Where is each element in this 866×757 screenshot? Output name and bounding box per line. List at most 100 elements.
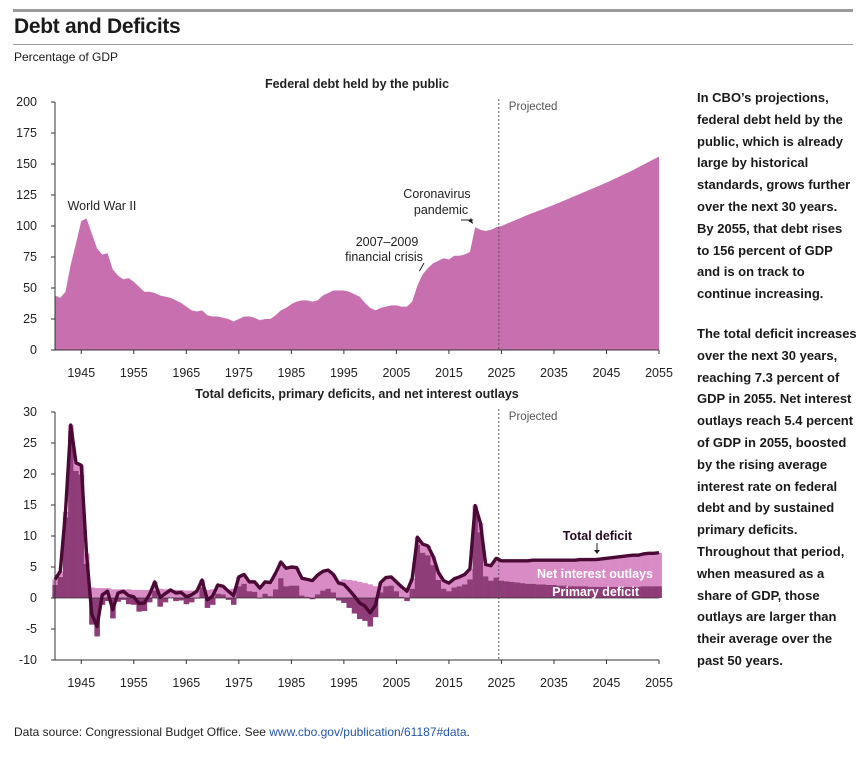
- net-interest-bar: [504, 560, 510, 582]
- net-interest-bar: [640, 553, 647, 587]
- deficit-x-tick-label: 1945: [67, 676, 95, 690]
- net-interest-bar: [304, 579, 311, 597]
- debt-x-tick-label: 1975: [225, 366, 253, 380]
- primary-deficit-bar: [293, 585, 300, 598]
- primary-deficit-bar: [582, 586, 589, 598]
- deficit-x-tick-label: 1965: [172, 676, 200, 690]
- net-interest-bar: [546, 560, 552, 585]
- net-interest-bar: [645, 553, 652, 587]
- deficit-x-tick-label: 2015: [435, 676, 463, 690]
- primary-deficit-bar: [304, 596, 311, 598]
- net-interest-bar: [467, 568, 473, 580]
- primary-deficit-bar: [209, 598, 216, 605]
- primary-deficit-bar: [409, 588, 416, 598]
- debt-y-tick-label: 75: [23, 250, 37, 264]
- net-interest-bar: [357, 581, 363, 598]
- primary-deficit-bar: [498, 580, 505, 598]
- debt-y-tick-label: 150: [16, 157, 37, 171]
- debt-x-tick-label: 1945: [67, 366, 95, 380]
- deficit-x-tick-label: 1985: [277, 676, 305, 690]
- net-interest-bar: [383, 577, 389, 587]
- primary-deficit-bar: [178, 598, 184, 601]
- debt-y-tick-label: 0: [30, 343, 37, 357]
- net-interest-bar: [194, 590, 200, 598]
- primary-deficit-bar: [120, 598, 127, 600]
- primary-deficit-bar: [530, 583, 536, 598]
- annotation-financial-crisis-line1: 2007–2009: [356, 235, 419, 249]
- primary-deficit-bar: [630, 586, 636, 598]
- primary-deficit-bar: [514, 582, 521, 598]
- net-interest-bar: [272, 573, 279, 590]
- debt-x-tick-label: 1955: [120, 366, 148, 380]
- net-interest-bar: [561, 560, 568, 586]
- net-interest-bar: [89, 587, 95, 598]
- primary-deficit-bar: [230, 598, 237, 605]
- net-interest-bar: [603, 558, 610, 587]
- net-interest-bar: [588, 559, 594, 587]
- total-deficit-line: [53, 423, 660, 629]
- net-interest-bar: [493, 558, 500, 578]
- net-interest-bar: [519, 560, 526, 584]
- figure-subtitle: Percentage of GDP: [14, 50, 119, 64]
- primary-deficit-bar: [609, 586, 615, 598]
- primary-deficit-bar: [262, 593, 269, 598]
- net-interest-bar: [498, 560, 505, 581]
- primary-deficit-bar: [414, 544, 421, 598]
- primary-deficit-bar: [162, 598, 169, 603]
- net-interest-bar: [577, 559, 584, 587]
- net-interest-bar: [551, 560, 557, 585]
- footer-link[interactable]: www.cbo.gov/publication/61187#data: [269, 725, 467, 739]
- net-interest-bar: [609, 557, 615, 587]
- primary-deficit-bar: [399, 596, 405, 598]
- net-interest-bar: [246, 581, 253, 592]
- primary-deficit-bar: [572, 586, 578, 598]
- deficit-y-tick-label: 20: [23, 467, 37, 481]
- primary-deficit-bar: [288, 585, 295, 598]
- deficit-y-tick-label: -10: [19, 653, 37, 667]
- net-interest-bar: [283, 568, 290, 587]
- net-interest-bar: [619, 556, 626, 587]
- deficit-x-tick-label: 2055: [645, 676, 673, 690]
- deficit-y-tick-label: 25: [23, 436, 37, 450]
- net-interest-bar: [167, 589, 174, 598]
- deficit-x-tick-label: 2045: [593, 676, 621, 690]
- primary-deficit-bar: [624, 586, 631, 598]
- primary-deficit-bar: [104, 598, 111, 602]
- net-interest-bar: [630, 555, 636, 587]
- primary-deficit-bar: [603, 586, 610, 598]
- primary-deficit-bar: [441, 588, 447, 598]
- primary-deficit-bar: [183, 598, 190, 605]
- net-interest-bar: [488, 565, 494, 581]
- primary-deficit-bar: [619, 586, 626, 598]
- debt-y-tick-label: 50: [23, 281, 37, 295]
- primary-deficit-bar: [115, 598, 121, 602]
- primary-deficit-bar: [378, 592, 384, 598]
- net-interest-bar: [220, 586, 226, 595]
- primary-deficit-bar: [456, 586, 463, 598]
- net-interest-bar: [278, 562, 284, 579]
- primary-deficit-bar: [635, 586, 641, 598]
- debt-x-tick-label: 2035: [540, 366, 568, 380]
- net-interest-bar: [320, 571, 326, 591]
- net-interest-bar: [120, 589, 127, 598]
- net-interest-bar: [556, 560, 563, 586]
- primary-deficit-bar: [146, 598, 153, 603]
- debt-x-tick-label: 2055: [645, 366, 673, 380]
- net-interest-bar: [435, 572, 442, 581]
- debt-x-tick-label: 1965: [172, 366, 200, 380]
- primary-deficit-bar: [267, 596, 274, 598]
- primary-deficit-bar: [467, 579, 473, 598]
- debt-chart: 0 25 50 75 100 125 150 175 200 1945 1955 1965 1975 19…: [16, 77, 673, 380]
- primary-deficit-bar: [462, 584, 468, 598]
- net-interest-bar: [330, 574, 337, 593]
- primary-deficit-bar: [236, 586, 242, 598]
- primary-deficit-bar: [314, 594, 321, 598]
- net-interest-bar: [131, 589, 137, 598]
- primary-deficit-bar: [157, 598, 163, 607]
- deficit-x-tick-label: 2025: [488, 676, 516, 690]
- primary-deficit-bar: [556, 585, 563, 598]
- primary-deficit-bar: [246, 591, 253, 598]
- debt-y-tick-label: 25: [23, 312, 37, 326]
- net-interest-bar: [393, 581, 400, 592]
